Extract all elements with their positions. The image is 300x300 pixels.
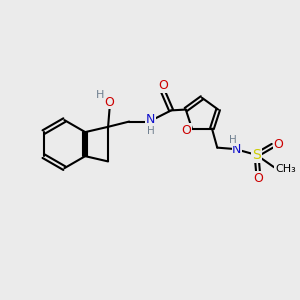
Text: O: O — [181, 124, 191, 136]
Text: N: N — [232, 142, 242, 156]
Text: H: H — [147, 126, 154, 136]
Text: CH₃: CH₃ — [275, 164, 296, 174]
Text: H: H — [96, 90, 104, 100]
Text: O: O — [274, 138, 284, 151]
Text: O: O — [158, 79, 168, 92]
Text: N: N — [146, 113, 155, 126]
Text: S: S — [252, 148, 261, 162]
Text: O: O — [253, 172, 263, 185]
Text: H: H — [229, 135, 236, 145]
Text: O: O — [105, 96, 115, 109]
